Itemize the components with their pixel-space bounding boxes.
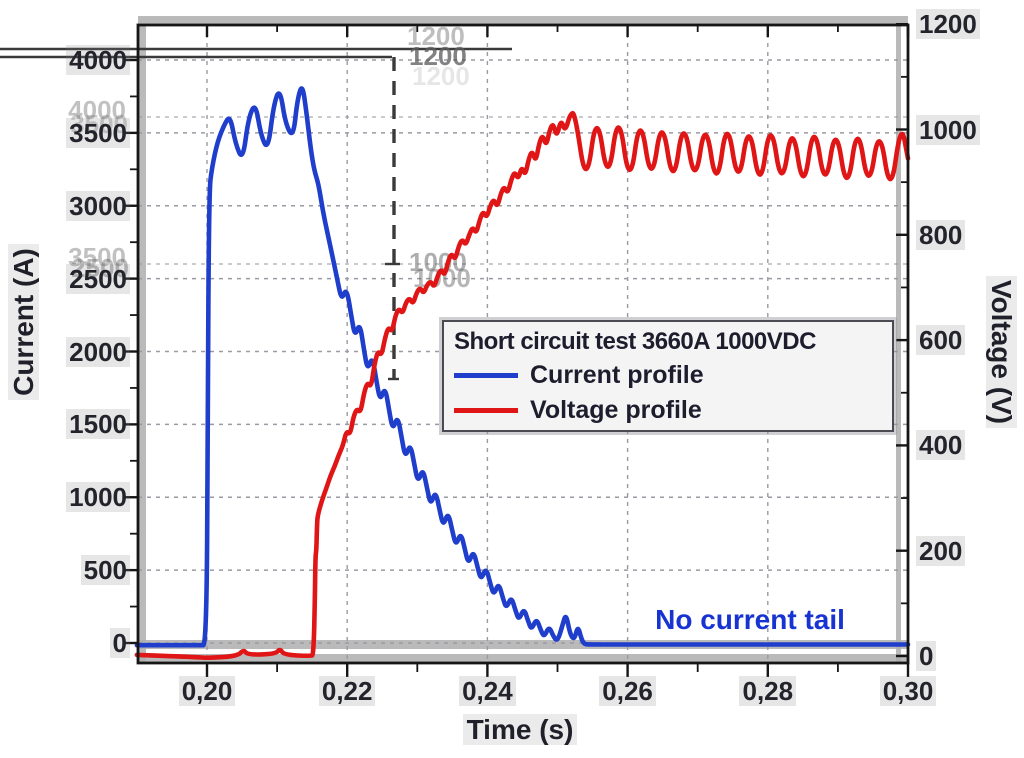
y-left-tick-label: 1500 [0,409,130,440]
legend-title: Short circuit test 3660A 1000VDC [454,328,816,355]
legend-item-label: Current profile [530,361,704,389]
ghost-tick-text: 3500 [68,242,126,272]
y-right-tick-label: 200 [916,535,1006,566]
y-left-tick-label: 2500 [0,263,130,294]
current-profile-curve [134,86,911,648]
current-line-swatch [454,373,518,378]
y-right-tick-label: 600 [916,325,1006,356]
y-right-tick-label: 400 [916,430,1006,461]
x-axis-title-text: Time (s) [462,714,578,745]
y-left-tick-label: 500 [0,555,130,586]
ghost-tick-text: 4000 [68,95,126,125]
x-tick-label: 0,30 [860,676,956,706]
x-axis-title: Time (s) [400,714,640,746]
y-left-tick-label: 0 [0,628,130,658]
x-tick-label: 0,22 [299,676,395,706]
no-current-tail-annotation: No current tail [655,604,845,635]
y-right-axis-title-text: Voltage (V) [986,275,1017,429]
x-tick-label: 0,20 [159,676,255,706]
y-right-tick-label: 0 [916,641,1006,671]
ghost-tick-text: 1200 [412,61,470,91]
y-left-tick-label: 3000 [0,190,130,221]
legend-item-voltage: Voltage profile [454,393,884,428]
y-right-tick-label: 1200 [916,9,1006,40]
y-left-tick-label: 3500 [0,117,130,148]
legend-item-current: Current profile [454,358,884,393]
ghost-tick-text: 3500 [70,109,128,139]
y-left-axis-title: Current (A) [8,202,44,442]
x-tick-label: 0,24 [439,676,535,706]
y-left-tick-label: 2000 [0,336,130,367]
y-left-axis-title-text: Current (A) [8,244,39,400]
legend-box: Short circuit test 3660A 1000VDC Current… [442,320,894,432]
y-right-tick-label: 800 [916,219,1006,250]
ghost-tick-text: 2500 [71,253,129,283]
voltage-profile-curve [134,110,911,661]
legend-item-label: Voltage profile [530,396,702,424]
voltage-line-swatch [454,408,518,413]
x-tick-label: 0,28 [720,676,816,706]
y-left-tick-label: 4000 [0,45,130,75]
x-tick-label: 0,26 [580,676,676,706]
ghost-tick-text: 1200 [409,41,467,71]
y-right-tick-label: 1000 [916,114,1006,145]
y-right-axis-title: Voltage (V) [981,222,1017,482]
y-left-tick-label: 1000 [0,482,130,513]
